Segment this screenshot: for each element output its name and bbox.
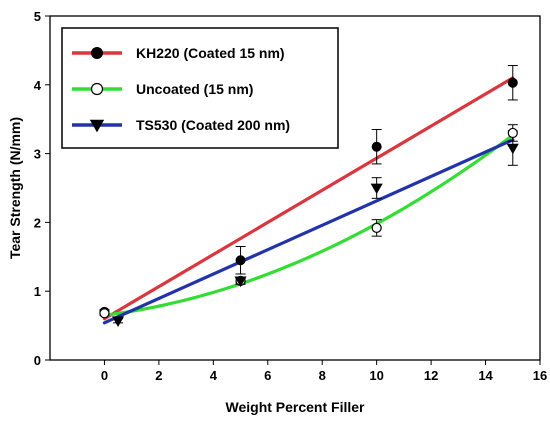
data-point: [371, 222, 382, 234]
data-point: [99, 308, 110, 319]
x-tick-label: 10: [369, 368, 383, 383]
legend-label: TS530 (Coated 200 nm): [136, 117, 290, 133]
legend: KH220 (Coated 15 nm) Uncoated (15 nm) TS53…: [61, 27, 339, 149]
data-point: [506, 143, 519, 155]
plot-frame: [49, 15, 541, 361]
data-point: [507, 77, 518, 88]
fit-line: [102, 76, 515, 321]
x-tick-label: 12: [424, 368, 438, 383]
x-tick-label: 6: [264, 368, 271, 383]
legend-swatch-marker: [89, 119, 105, 133]
data-point: [371, 141, 382, 152]
x-tick-label: 14: [478, 368, 493, 383]
x-tick-label: 4: [210, 368, 218, 383]
x-axis-title: Weight Percent Filler: [226, 399, 366, 415]
y-tick-label: 5: [34, 9, 41, 24]
y-tick-label: 4: [34, 78, 42, 93]
data-point: [235, 255, 246, 266]
x-tick-label: 16: [533, 368, 547, 383]
y-axis-title: Tear Strength (N/mm): [7, 117, 23, 259]
legend-label: Uncoated (15 nm): [136, 81, 253, 97]
data-point: [370, 183, 383, 195]
data-points: [99, 77, 519, 327]
x-tick-label: 2: [155, 368, 162, 383]
y-tick-label: 1: [34, 284, 41, 299]
y-tick-label: 3: [34, 147, 41, 162]
legend-swatch-marker: [91, 47, 103, 59]
fit-line: [102, 138, 515, 325]
data-point: [234, 276, 247, 288]
x-tick-label: 0: [101, 368, 108, 383]
data-point: [507, 127, 518, 139]
fit-lines: [102, 76, 515, 325]
x-tick-label: 8: [319, 368, 326, 383]
fit-line: [102, 133, 515, 317]
legend-swatch-marker: [90, 82, 104, 96]
legend-entries: KH220 (Coated 15 nm) Uncoated (15 nm) TS53…: [72, 45, 290, 133]
y-tick-label: 0: [34, 353, 41, 368]
data-point: [112, 316, 125, 327]
y-tick-label: 2: [34, 215, 41, 230]
legend-label: KH220 (Coated 15 nm): [136, 45, 285, 61]
